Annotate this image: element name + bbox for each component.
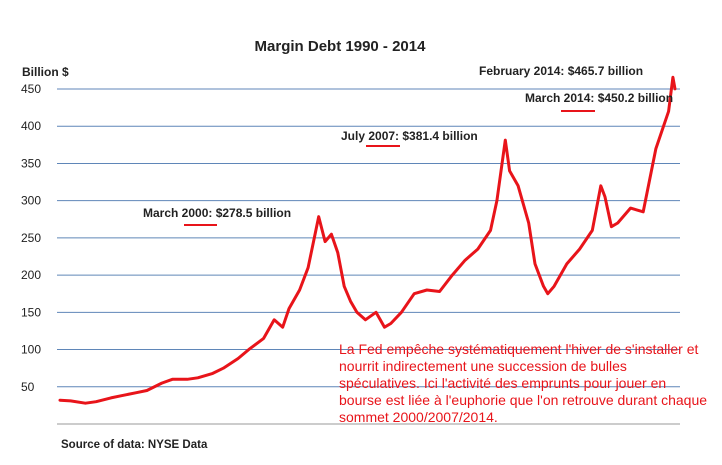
y-tick-label: 150 [21,305,41,319]
y-tick-label: 300 [21,194,41,208]
annotation-march-2014: March 2014: $450.2 billion [525,91,673,105]
y-tick-label: 450 [21,82,41,96]
y-tick-label: 250 [21,231,41,245]
annotation-march-2000: March 2000: $278.5 billion [143,206,291,220]
annotation-july-2007: July 2007: $381.4 billion [341,129,478,143]
source-note: Source of data: NYSE Data [61,439,208,451]
y-axis-label: Billion $ [22,65,69,79]
annotation-february-2014: February 2014: $465.7 billion [479,64,643,78]
commentary-text: La Fed empêche systématiquement l'hiver … [339,341,708,425]
y-tick-label: 350 [21,156,41,170]
gridlines [57,88,680,388]
y-tick-label: 400 [21,119,41,133]
series-line [58,75,677,405]
y-tick-label: 50 [21,380,35,394]
y-tick-label: 200 [21,268,41,282]
y-tick-labels: 50 100 150 200 250 300 350 400 450 [21,82,41,394]
y-tick-label: 100 [21,343,41,357]
chart-title: Margin Debt 1990 - 2014 [255,38,427,55]
